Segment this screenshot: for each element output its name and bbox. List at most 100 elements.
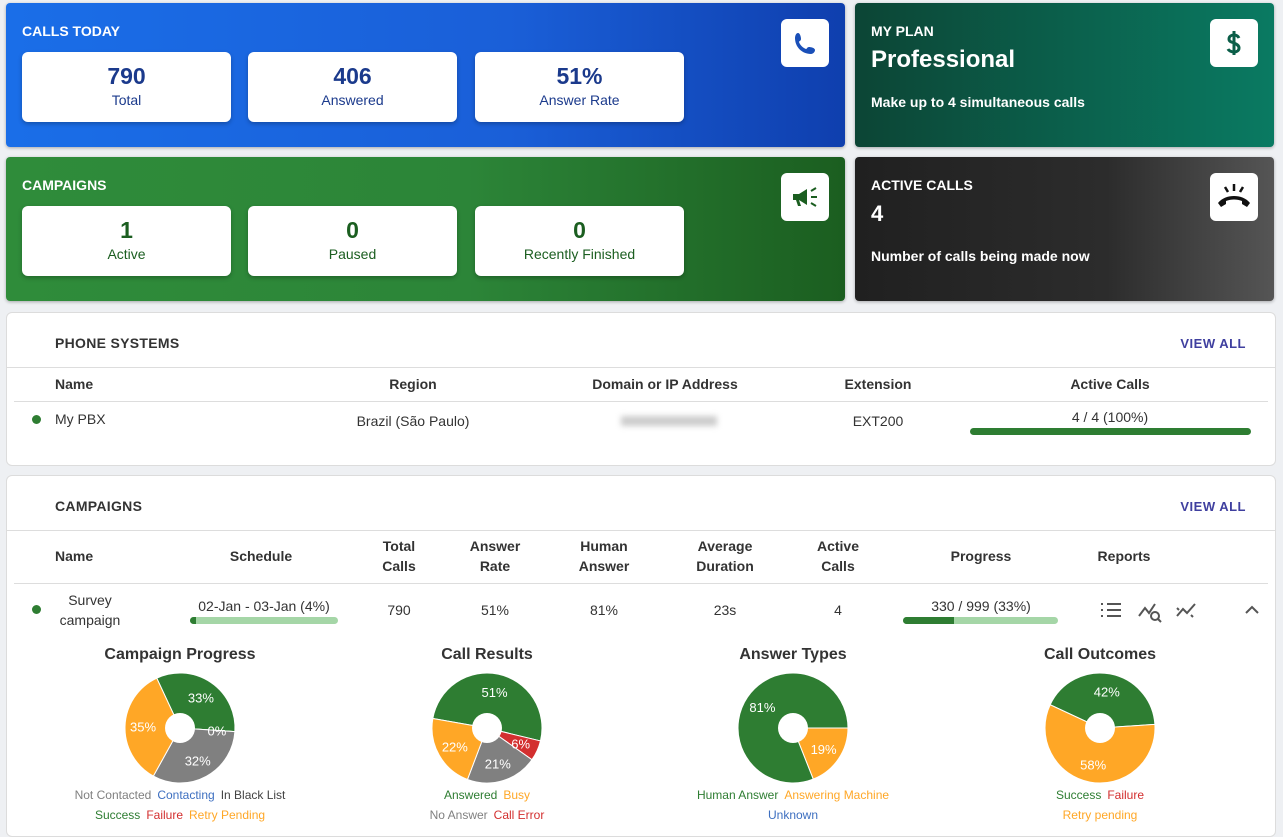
plan-name: Professional [871,46,1016,73]
slice-label: 42% [1094,685,1120,700]
donut-hole [472,713,502,743]
stat-box: 51% Answer Rate [475,52,684,122]
legend-entry: Answered [444,788,497,802]
card-title: CAMPAIGNS [22,177,107,193]
column-header: Active Calls [816,538,860,574]
cell: Survey campaign [59,592,121,628]
cell: 81% [589,602,619,618]
campaigns-panel: CAMPAIGNS VIEW ALL Name Schedule Total C… [6,475,1276,837]
legend-entry: Success [1056,788,1101,802]
column-header: Extension [844,376,912,392]
card-title: MY PLAN [871,23,934,39]
column-header: Average Duration [696,538,754,574]
report-icons[interactable] [1097,598,1267,624]
phone-icon [781,19,829,67]
legend-entry: Not Contacted [75,788,152,802]
cell: 790 [387,602,411,618]
status-dot [32,605,41,614]
slice-label: 6% [511,736,530,751]
pie-slice [152,727,236,784]
cell: 330 / 999 (33%) [931,598,1031,614]
stat-label: Recently Finished [523,246,636,262]
stat-value: 51% [556,63,603,89]
calls-today-card: CALLS TODAY 790 Total 406 Answered 51% Answ… [6,3,845,147]
legend-entry: Answering Machine [784,788,889,802]
slice-label: 19% [811,742,837,757]
icon [1226,31,1241,55]
column-header: Region [389,376,437,392]
donut-hole [165,713,195,743]
icon [795,33,815,54]
progress-track [970,428,1251,435]
stat-label: Answer Rate [539,92,620,108]
panel-title: PHONE SYSTEMS [55,335,180,351]
pie-slice [124,677,181,777]
chart-title: Call Results [441,646,533,663]
pie-slice [792,727,849,780]
progress-track [903,617,1058,624]
slice-label: 33% [188,690,214,705]
donut-hole [1085,713,1115,743]
column-header: Reports [1097,548,1151,564]
pie-slice [1044,704,1156,784]
column-header: Name [55,376,94,392]
column-header: Active Calls [1070,376,1150,392]
pie-slice [432,672,543,742]
chart-title: Answer Types [739,646,846,663]
legend-entry: Retry Pending [189,808,265,822]
divider [7,530,1275,531]
icon [793,187,817,207]
view-all-link[interactable]: VIEW ALL [1180,336,1246,351]
stat-value: 790 [107,63,146,89]
panel-title: CAMPAIGNS [55,498,143,514]
my-plan-card: MY PLAN Professional Make up to 4 simult… [855,3,1274,147]
pie-slice [1049,672,1156,729]
blurred-address [621,416,717,426]
stat-box: 0 Recently Finished [475,206,684,276]
active-calls-description: Number of calls being made now [871,248,1090,264]
plan-description: Make up to 4 simultaneous calls [871,94,1085,110]
status-dot [32,415,41,424]
active-calls-card: ACTIVE CALLS 4 Number of calls being mad… [855,157,1274,301]
divider [7,367,1275,368]
stat-label: Answered [321,92,384,108]
legend-entry: Call Error [494,808,545,822]
stat-value: 0 [573,217,586,243]
slice-label: 35% [130,720,156,735]
phone-systems-panel: PHONE SYSTEMS VIEW ALL Name Region Domai… [6,312,1276,466]
legend-entry: Contacting [157,788,214,802]
donut-hole [778,713,808,743]
slice-label: 81% [749,700,775,715]
view-all-link[interactable]: VIEW ALL [1180,499,1246,514]
legend-entry: Success [95,808,140,822]
chart-title: Call Outcomes [1044,646,1156,663]
chart-title: Campaign Progress [104,646,255,663]
card-title: CALLS TODAY [22,23,121,39]
megaphone-icon [781,173,829,221]
column-header: Answer Rate [469,538,521,574]
legend-entry: In Black List [221,788,286,802]
slice-label: 21% [485,756,511,771]
legend-entry: Unknown [768,808,818,822]
column-header: Name [55,548,94,564]
cell: My PBX [55,411,106,427]
slice-label: 58% [1080,757,1106,772]
cell: Brazil (São Paulo) [356,413,470,429]
stat-label: Active [107,246,146,262]
stat-box: 790 Total [22,52,231,122]
cell: 4 / 4 (100%) [1071,409,1149,425]
slice-label: 0% [208,723,227,738]
legend-entry: Retry pending [1063,808,1138,822]
legend-entry: No Answer [430,808,488,822]
cell: 23s [713,602,737,618]
column-header: Schedule [229,548,293,564]
stat-label: Paused [328,246,377,262]
cell: 02-Jan - 03-Jan (4%) [198,598,330,614]
legend-entry: Failure [146,808,183,822]
dollar-icon [1210,19,1258,67]
legend-entry: Busy [503,788,530,802]
stat-box: 406 Answered [248,52,457,122]
stat-value: 1 [120,217,133,243]
icon [1218,184,1250,207]
